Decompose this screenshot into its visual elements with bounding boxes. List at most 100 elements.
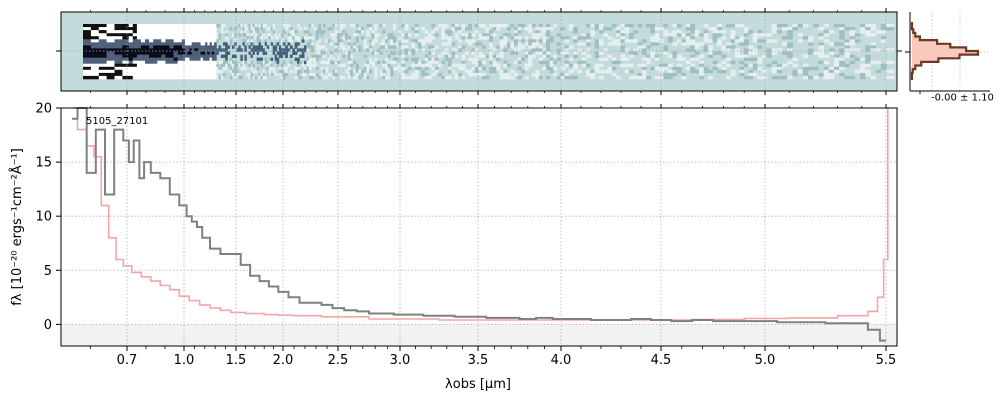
pixel	[854, 57, 861, 61]
x-tick-label: 1.5	[226, 353, 247, 368]
pixel	[189, 60, 193, 65]
pixel	[568, 69, 574, 74]
pixel	[285, 66, 288, 71]
pixel	[464, 33, 469, 37]
pixel	[546, 27, 551, 31]
pixel	[514, 33, 518, 37]
pixel	[374, 69, 378, 74]
pixel	[369, 45, 373, 49]
pixel	[209, 24, 213, 28]
pixel	[287, 33, 291, 37]
pixel	[556, 51, 561, 55]
pixel	[581, 60, 587, 65]
pixel	[521, 45, 526, 49]
pixel	[301, 36, 305, 40]
pixel	[712, 39, 718, 43]
pixel	[792, 57, 798, 61]
pixel	[654, 42, 660, 46]
pixel	[198, 54, 201, 58]
pixel	[577, 48, 583, 52]
pixel	[792, 69, 798, 74]
pixel	[454, 54, 459, 58]
pixel	[730, 60, 736, 65]
pixel	[398, 51, 402, 55]
pixel	[169, 66, 174, 71]
pixel	[128, 48, 134, 52]
pixel	[128, 33, 134, 37]
pixel	[407, 51, 412, 55]
pixel	[743, 30, 749, 34]
pixel	[297, 63, 300, 68]
pixel	[616, 60, 621, 65]
pixel	[865, 54, 871, 58]
pixel	[256, 27, 259, 31]
pixel	[849, 30, 856, 34]
pixel	[385, 45, 389, 49]
pixel	[285, 24, 288, 28]
pixel	[342, 54, 346, 58]
pixel	[165, 57, 170, 61]
pixel	[471, 39, 476, 43]
pixel	[560, 75, 565, 80]
pixel	[161, 66, 166, 71]
pixel	[514, 36, 518, 40]
pixel	[393, 60, 397, 65]
pixel	[311, 63, 314, 68]
pixel	[503, 36, 508, 40]
pixel	[225, 36, 228, 40]
pixel	[169, 69, 174, 74]
pixel	[106, 72, 115, 77]
pixel	[242, 42, 245, 46]
pixel	[611, 42, 617, 46]
pixel	[214, 45, 217, 49]
pixel	[542, 51, 547, 55]
pixel	[83, 39, 92, 43]
pixel	[145, 69, 150, 74]
pixel	[854, 39, 861, 43]
pixel	[205, 30, 208, 34]
pixel	[616, 30, 621, 34]
pixel	[191, 45, 195, 49]
pixel	[510, 75, 515, 80]
pixel	[485, 27, 490, 31]
pixel	[637, 75, 643, 80]
pixel	[272, 30, 276, 34]
pixel	[262, 72, 265, 77]
pixel	[448, 63, 452, 68]
pixel	[489, 69, 493, 74]
pixel	[209, 57, 213, 61]
pixel	[200, 72, 204, 77]
pixel	[823, 54, 830, 58]
pixel	[191, 51, 195, 55]
pixel	[849, 48, 856, 52]
pixel	[624, 57, 630, 61]
pixel	[411, 48, 416, 52]
pixel	[818, 51, 824, 55]
pixel	[350, 24, 354, 28]
pixel	[132, 27, 138, 31]
pixel	[122, 72, 130, 77]
pixel	[231, 45, 235, 49]
pixel	[865, 69, 871, 74]
pixel	[573, 75, 578, 80]
pixel	[510, 51, 515, 55]
pixel	[641, 51, 647, 55]
pixel	[517, 57, 522, 61]
pixel	[461, 45, 466, 49]
pixel	[238, 63, 241, 68]
pixel	[752, 48, 758, 52]
pixel	[726, 24, 731, 28]
pixel	[161, 39, 166, 43]
pixel	[739, 39, 745, 43]
pixel	[193, 27, 197, 31]
pixel	[276, 57, 280, 61]
pixel	[270, 57, 274, 61]
y-axis-label: fλ [10⁻²⁰ ergs⁻¹cm⁻²Å⁻¹]	[9, 148, 25, 306]
pixel	[421, 39, 426, 43]
pixel	[177, 30, 183, 34]
pixel	[202, 72, 206, 77]
pixel	[185, 30, 188, 34]
pixel	[157, 24, 162, 28]
pixel	[441, 42, 446, 46]
pixel	[690, 27, 696, 31]
